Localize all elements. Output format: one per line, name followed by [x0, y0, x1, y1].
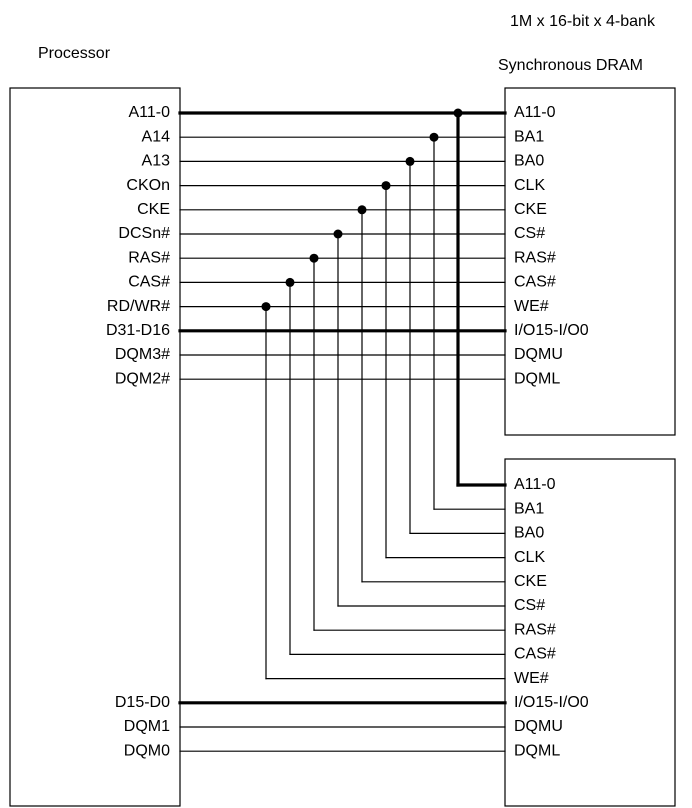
sdram-upper-pin-ba1: BA1: [514, 128, 544, 145]
sdram-upper-pin-we: WE#: [514, 298, 549, 315]
processor-pin-d15-d0: D15-D0: [115, 694, 170, 711]
processor-caption: Processor: [38, 45, 111, 62]
junction-cke: [357, 205, 367, 215]
junction-ba0: [405, 156, 415, 166]
sdram-chip-upper: [504, 87, 676, 436]
sdram-lower-pin-cas: CAS#: [514, 646, 556, 663]
sdram-upper-pin-dqml: DQML: [514, 370, 560, 387]
sdram-lower-pin-a11-0: A11-0: [514, 476, 556, 493]
sdram-upper-pin-a11-0: A11-0: [514, 104, 556, 121]
junction-ba1: [429, 132, 439, 142]
sdram-lower-pin-ba0: BA0: [514, 525, 544, 542]
sdram-lower-pin-cs: CS#: [514, 597, 545, 614]
sdram-upper-pin-cas: CAS#: [514, 274, 556, 291]
pin-labels: A11-0 A14 A13 CKOn CKE DCSn# RAS# CAS# RD/WR# D31…: [106, 104, 589, 759]
sdram-lower-pin-clk: CLK: [514, 549, 545, 566]
sdram-lower-pin-ras: RAS#: [514, 621, 556, 638]
processor-pin-rd-wr: RD/WR#: [107, 298, 170, 315]
sdram-upper-pin-cs: CS#: [514, 225, 545, 242]
processor-pin-d31-d16: D31-D16: [106, 322, 170, 339]
processor-pin-dqm3: DQM3#: [115, 346, 170, 363]
wires: [178, 111, 507, 752]
sdram-lower-pin-cke: CKE: [514, 573, 547, 590]
processor-pin-a14: A14: [142, 128, 171, 145]
sdram-caption-line1: 1M x 16-bit x 4-bank: [510, 13, 656, 30]
sdram-upper-pin-i-o15-i-o0: I/O15-I/O0: [514, 322, 589, 339]
sdram-caption-line2: Synchronous DRAM: [498, 57, 643, 74]
processor-pin-dqm2: DQM2#: [115, 370, 170, 387]
processor-pin-cke: CKE: [137, 201, 170, 218]
sdram-upper-pin-ras: RAS#: [514, 249, 556, 266]
processor-pin-dqm1: DQM1: [124, 718, 170, 735]
junction-ras: [309, 253, 319, 263]
processor-pin-dcsn: DCSn#: [118, 225, 170, 242]
sdram-upper-pin-cke: CKE: [514, 201, 547, 218]
sdram-upper-pin-clk: CLK: [514, 177, 545, 194]
junction-dots: [261, 108, 463, 312]
junction-we: [261, 302, 271, 312]
sdram-lower-pin-we: WE#: [514, 670, 549, 687]
processor-pin-ckon: CKOn: [126, 177, 170, 194]
junction-clk: [381, 181, 391, 191]
sdram-lower-pin-i-o15-i-o0: I/O15-I/O0: [514, 694, 589, 711]
junction-cas: [285, 277, 295, 287]
sdram-lower-pin-ba1: BA1: [514, 500, 544, 517]
processor-pin-ras: RAS#: [128, 249, 170, 266]
processor-pin-a13: A13: [142, 153, 171, 170]
junction-a11-0: [453, 108, 463, 118]
processor-pin-cas: CAS#: [128, 274, 170, 291]
processor-pin-dqm0: DQM0: [124, 742, 170, 759]
sdram-lower-pin-dqmu: DQMU: [514, 718, 563, 735]
sdram-lower-pin-dqml: DQML: [514, 742, 560, 759]
processor-pin-a11-0: A11-0: [128, 104, 170, 121]
sdram-upper-pin-ba0: BA0: [514, 153, 544, 170]
sdram-upper-pin-dqmu: DQMU: [514, 346, 563, 363]
sdram-chip-lower: [504, 458, 676, 807]
junction-cs: [333, 229, 343, 239]
processor-box: [9, 87, 181, 807]
